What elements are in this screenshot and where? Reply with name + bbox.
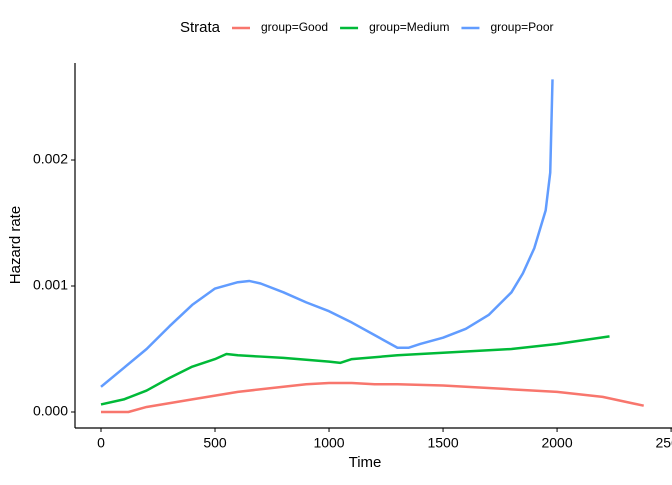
legend-label: group=Good xyxy=(261,20,328,34)
series-line xyxy=(100,381,644,414)
y-tick-label: 0.001 xyxy=(33,277,68,293)
x-axis-label: Time xyxy=(349,454,382,471)
x-tick-label: 500 xyxy=(203,435,227,451)
legend-title: Strata xyxy=(180,19,221,36)
x-tick-label: 1000 xyxy=(313,435,344,451)
x-tick-label: 2500 xyxy=(656,435,672,451)
x-tick-label: 2000 xyxy=(541,435,572,451)
y-tick-label: 0.000 xyxy=(33,403,68,419)
series-line xyxy=(100,79,554,388)
x-tick-label: 1500 xyxy=(427,435,458,451)
legend-label: group=Medium xyxy=(369,20,449,34)
y-tick-label: 0.002 xyxy=(33,151,68,167)
x-tick-label: 0 xyxy=(97,435,105,451)
series-line xyxy=(100,335,610,406)
y-axis-label: Hazard rate xyxy=(7,206,24,284)
legend-label: group=Poor xyxy=(490,20,553,34)
